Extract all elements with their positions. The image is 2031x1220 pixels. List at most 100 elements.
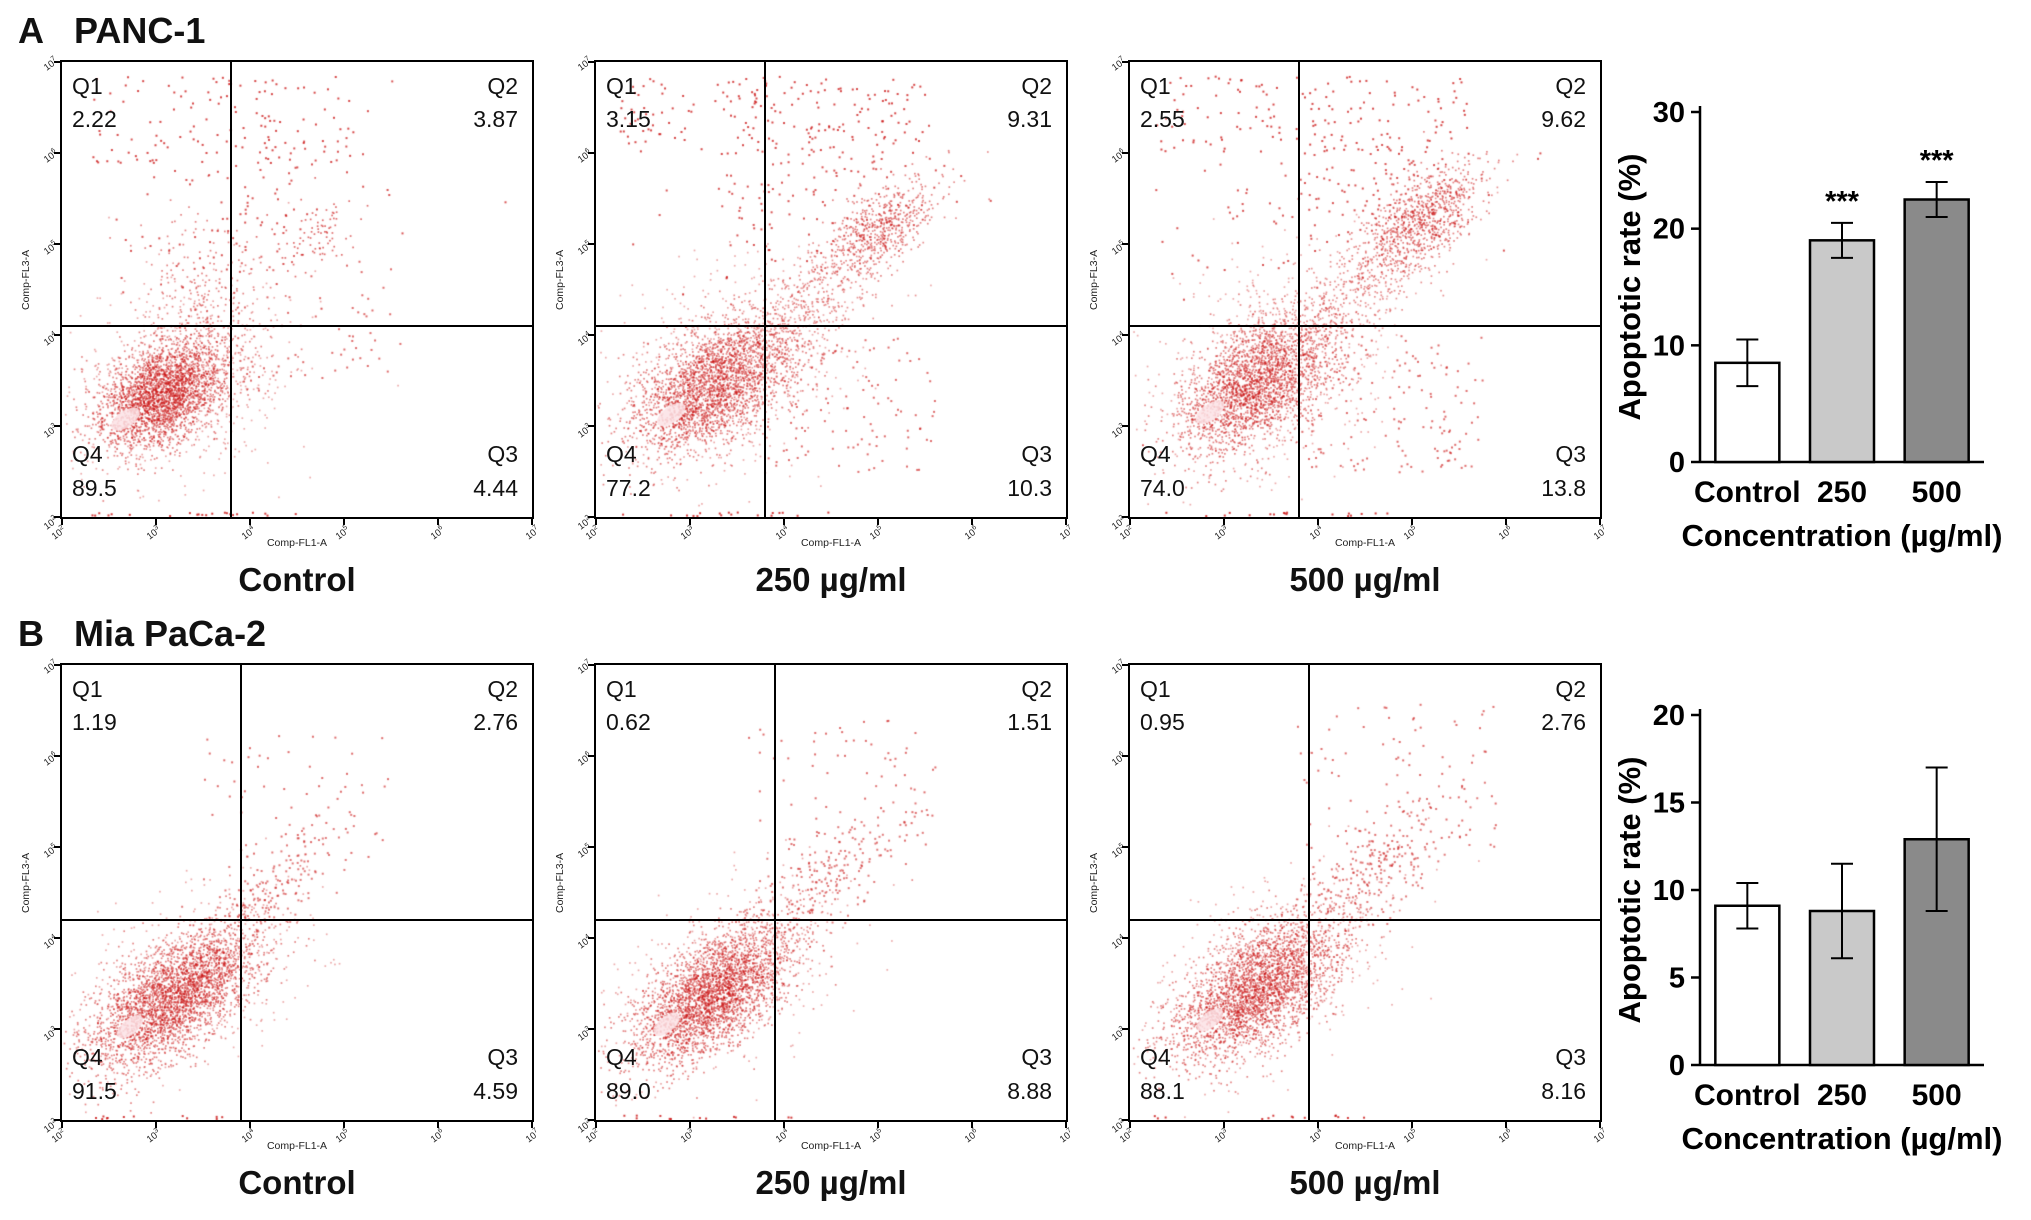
x-tick-labels: 102 103 104 105 106 107 xyxy=(1118,519,1607,543)
axis-tick-mark xyxy=(1122,1028,1128,1030)
y-tick-label: 20 xyxy=(1653,700,1685,732)
panel-a-header: A PANC-1 xyxy=(0,0,2031,56)
y-axis-gutter: Comp-FL3-A 102 103 104 105 106 107 xyxy=(554,55,594,532)
tick-label: 103 xyxy=(1212,1126,1228,1146)
axis-tick-mark xyxy=(595,519,597,525)
axis-tick-mark xyxy=(595,1122,597,1128)
quadrant-q3: Q3 13.8 xyxy=(1541,438,1586,505)
tick-label: 106 xyxy=(41,749,57,769)
quadrant-value: 2.22 xyxy=(72,106,117,133)
quadrant-label: Q2 xyxy=(1021,676,1052,702)
quadrant-q4: Q4 89.5 xyxy=(72,438,117,505)
axis-tick-mark xyxy=(437,519,439,525)
tick-label: 105 xyxy=(1109,238,1125,258)
y-axis-gutter: Comp-FL3-A 102 103 104 105 106 107 xyxy=(554,658,594,1135)
axis-tick-mark xyxy=(155,519,157,525)
quadrant-label: Q1 xyxy=(72,676,103,702)
axis-tick-mark xyxy=(588,664,594,666)
tick-label: 107 xyxy=(1057,523,1073,543)
quadrant-label: Q4 xyxy=(606,441,637,468)
quadrant-label: Q1 xyxy=(606,676,637,702)
panel-b: B Mia PaCa-2 Comp-FL3-A 102 103 104 105 106 1… xyxy=(0,603,2031,1206)
axis-tick-mark xyxy=(1122,516,1128,518)
significance-stars: *** xyxy=(1825,186,1860,218)
axis-tick-mark xyxy=(249,1122,251,1128)
tick-label: 105 xyxy=(575,841,591,861)
tick-label: 105 xyxy=(1402,523,1418,543)
quadrant-q1: Q1 3.15 xyxy=(606,70,651,137)
quadrant-q2: Q2 9.31 xyxy=(1007,70,1052,137)
quadrant-label: Q4 xyxy=(1140,1044,1171,1071)
quadrant-label: Q2 xyxy=(487,73,518,99)
quadrant-value: 8.88 xyxy=(1007,1077,1052,1104)
plot-caption: Control xyxy=(238,1164,356,1201)
tick-label: 107 xyxy=(1591,1126,1607,1146)
axis-tick-mark xyxy=(343,519,345,525)
category-label: 500 xyxy=(1912,1079,1962,1112)
quadrant-value: 89.0 xyxy=(606,1077,651,1104)
quadrant-q4: Q4 91.5 xyxy=(72,1041,117,1108)
axis-tick-mark xyxy=(1411,519,1413,525)
y-tick-label: 15 xyxy=(1653,788,1685,820)
y-tick-label: 20 xyxy=(1653,214,1685,246)
x-axis-label: Comp-FL1-A xyxy=(1334,1140,1396,1152)
quadrant-value: 77.2 xyxy=(606,474,651,501)
axis-tick-mark xyxy=(689,519,691,525)
y-tick-labels: 102 103 104 105 106 107 xyxy=(554,55,594,532)
axis-tick-mark xyxy=(588,755,594,757)
plot-caption: Control xyxy=(238,561,356,598)
tick-label: 105 xyxy=(1402,1126,1418,1146)
plot-caption: 250 µg/ml xyxy=(755,561,907,598)
axis-tick-mark xyxy=(1122,243,1128,245)
quadrant-value: 9.31 xyxy=(1007,106,1052,133)
flow-plot-b-250: Comp-FL3-A 102 103 104 105 106 107 Q1 0.62 Q2 1… xyxy=(554,658,1073,1202)
axis-tick-mark xyxy=(588,334,594,336)
quadrant-label: Q1 xyxy=(1140,676,1171,702)
tick-label: 107 xyxy=(575,55,591,74)
axis-tick-mark xyxy=(1122,334,1128,336)
y-axis-gutter: Comp-FL3-A 102 103 104 105 106 107 xyxy=(1088,658,1128,1135)
flow-plot-b-control: Comp-FL3-A 102 103 104 105 106 107 Q1 1.19 Q2 2… xyxy=(20,658,539,1202)
tick-label: 103 xyxy=(1212,523,1228,543)
x-tick-labels: 102 103 104 105 106 107 xyxy=(50,1122,539,1146)
apoptotic-rate-bar-chart-a: 0 10 20 30 Control *** 250 *** 500 Concentration … xyxy=(1612,97,2002,553)
bar xyxy=(1714,904,1781,1067)
quadrant-q3: Q3 8.88 xyxy=(1007,1041,1052,1108)
axis-tick-mark xyxy=(54,152,60,154)
quadrant-label: Q1 xyxy=(606,73,637,99)
bar-chart-module-a: 0 10 20 30 Control *** 250 *** 500 Concentration … xyxy=(1612,58,2012,603)
axis-tick-mark xyxy=(1122,152,1128,154)
quadrant-q4: Q4 88.1 xyxy=(1140,1041,1185,1108)
y-tick-labels: 102 103 104 105 106 107 xyxy=(20,658,60,1135)
tick-label: 104 xyxy=(773,523,789,543)
axis-tick-mark xyxy=(343,1122,345,1128)
panel-b-header: B Mia PaCa-2 xyxy=(0,603,2031,659)
x-axis-label: Comp-FL1-A xyxy=(800,537,862,549)
quadrant-label: Q1 xyxy=(72,73,103,99)
axis-tick-mark xyxy=(54,243,60,245)
axis-tick-mark xyxy=(249,519,251,525)
quadrant-q3: Q3 8.16 xyxy=(1541,1041,1586,1108)
axis-tick-mark xyxy=(1065,1122,1067,1128)
axis-tick-mark xyxy=(1129,1122,1131,1128)
axis-tick-mark xyxy=(531,519,533,525)
tick-label: 104 xyxy=(1307,523,1323,543)
x-tick-labels: 102 103 104 105 106 107 xyxy=(584,1122,1073,1146)
axis-tick-mark xyxy=(783,519,785,525)
scatter-canvas xyxy=(596,62,1066,517)
y-tick-label: 0 xyxy=(1669,447,1685,479)
quadrant-value: 10.3 xyxy=(1007,474,1052,501)
axis-tick-mark xyxy=(783,1122,785,1128)
quadrant-value: 88.1 xyxy=(1140,1077,1185,1104)
panel-a-label: A xyxy=(18,10,44,51)
category-label: 250 xyxy=(1817,1079,1867,1112)
axis-tick-mark xyxy=(61,1122,63,1128)
quadrant-label: Q3 xyxy=(487,441,518,468)
quadrant-label: Q4 xyxy=(72,441,103,468)
y-tick-labels: 102 103 104 105 106 107 xyxy=(1088,658,1128,1135)
axis-tick-mark xyxy=(1122,425,1128,427)
x-axis-label: Comp-FL1-A xyxy=(266,1140,328,1152)
axis-tick-mark xyxy=(1122,937,1128,939)
tick-label: 104 xyxy=(773,1126,789,1146)
tick-label: 106 xyxy=(1109,146,1125,166)
